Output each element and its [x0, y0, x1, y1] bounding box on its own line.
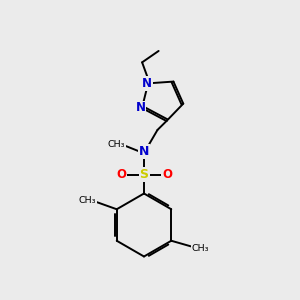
Text: N: N: [142, 77, 152, 90]
Text: CH₃: CH₃: [79, 196, 96, 205]
Text: N: N: [139, 145, 149, 158]
Text: CH₃: CH₃: [108, 140, 125, 149]
Text: N: N: [136, 101, 146, 115]
Text: O: O: [116, 168, 126, 182]
Text: CH₃: CH₃: [192, 244, 209, 253]
Text: S: S: [140, 168, 148, 182]
Text: O: O: [162, 168, 172, 182]
